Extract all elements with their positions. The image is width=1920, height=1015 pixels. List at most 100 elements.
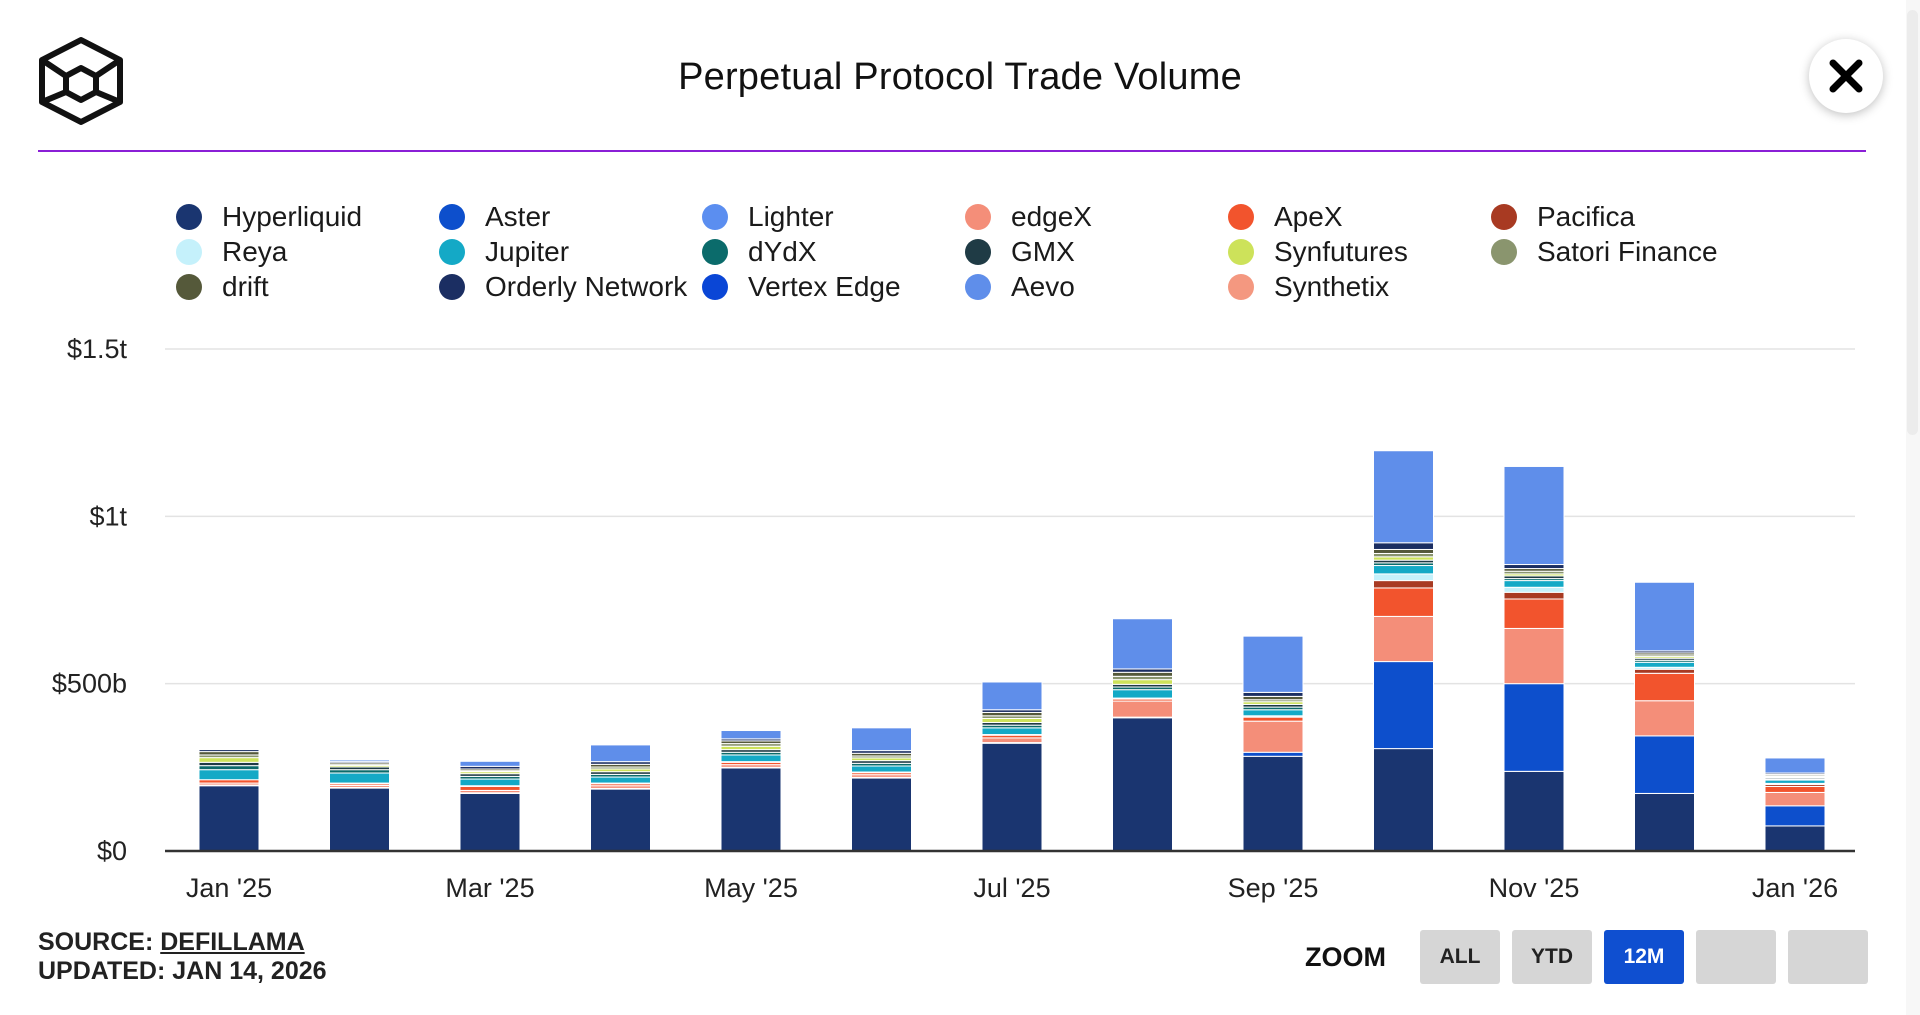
zoom-12m-button[interactable]: 12M	[1604, 930, 1684, 984]
bar-stack-6[interactable]	[981, 681, 1043, 852]
bar-segment-edgex[interactable]	[1373, 615, 1434, 663]
bar-segment-gmx[interactable]	[198, 761, 260, 767]
bar-segment-synfutures[interactable]	[720, 745, 782, 751]
bar-segment-hyperliquid[interactable]	[329, 787, 390, 852]
bar-segment-edgex[interactable]	[1242, 720, 1304, 753]
bar-segment-aevo[interactable]	[851, 727, 912, 752]
legend-item-vertex-edge[interactable]: Vertex Edge	[702, 271, 901, 302]
bar-segment-hyperliquid[interactable]	[720, 767, 782, 852]
bar-segment-jupiter[interactable]	[851, 765, 912, 773]
bar-segment-aevo[interactable]	[1503, 465, 1565, 566]
bar-segment-edgex[interactable]	[1764, 791, 1826, 807]
legend-item-lighter[interactable]: Lighter	[702, 201, 834, 232]
bar-stack-2[interactable]	[459, 760, 521, 852]
bar-segment-hyperliquid[interactable]	[981, 742, 1043, 852]
legend-item-jupiter[interactable]: Jupiter	[439, 236, 569, 267]
legend-item-drift[interactable]: drift	[176, 271, 269, 302]
legend-item-synthetix[interactable]: Synthetix	[1228, 271, 1389, 302]
bar-segment-aevo[interactable]	[720, 730, 782, 740]
bar-segment-orderly-network[interactable]	[1242, 691, 1304, 697]
bar-segment-jupiter[interactable]	[1764, 779, 1826, 784]
bar-segment-satori-finance[interactable]	[1373, 552, 1434, 558]
bar-segment-edgex[interactable]	[1634, 700, 1695, 737]
bar-segment-aevo[interactable]	[1764, 757, 1826, 774]
bar-segment-edgex[interactable]	[1112, 700, 1173, 718]
bar-segment-jupiter[interactable]	[329, 772, 390, 784]
legend-item-aevo[interactable]: Aevo	[965, 271, 1075, 302]
legend-item-gmx[interactable]: GMX	[965, 236, 1075, 267]
bar-segment-dydx[interactable]	[198, 765, 260, 771]
bar-segment-orderly-network[interactable]	[1503, 564, 1565, 570]
bar-segment-hyperliquid[interactable]	[851, 777, 912, 852]
legend-item-satori-finance[interactable]: Satori Finance	[1491, 236, 1718, 267]
bar-stack-5[interactable]	[851, 727, 912, 852]
bar-segment-orderly-network[interactable]	[1112, 668, 1173, 673]
scrollbar-thumb[interactable]	[1907, 10, 1918, 435]
bar-segment-satori-finance[interactable]	[1112, 675, 1173, 681]
bar-segment-jupiter[interactable]	[720, 754, 782, 763]
bar-segment-aevo[interactable]	[329, 759, 390, 763]
bar-segment-apex[interactable]	[1634, 672, 1695, 702]
bar-segment-aevo[interactable]	[1634, 581, 1695, 652]
bar-segment-synfutures[interactable]	[1373, 556, 1434, 561]
source-link[interactable]: DEFILLAMA	[160, 928, 305, 956]
bar-segment-hyperliquid[interactable]	[1373, 748, 1434, 852]
bar-segment-aster[interactable]	[1242, 751, 1304, 757]
bar-stack-3[interactable]	[590, 744, 651, 852]
bar-segment-apex[interactable]	[1242, 716, 1304, 722]
bar-segment-aevo[interactable]	[459, 760, 521, 767]
bar-segment-jupiter[interactable]	[981, 727, 1043, 736]
legend-item-pacifica[interactable]: Pacifica	[1491, 201, 1635, 232]
bar-segment-jupiter[interactable]	[459, 778, 521, 787]
legend-item-dydx[interactable]: dYdX	[702, 236, 817, 267]
bar-stack-10[interactable]	[1503, 465, 1565, 852]
bar-stack-11[interactable]	[1634, 581, 1695, 852]
bar-segment-orderly-network[interactable]	[198, 749, 260, 753]
bar-stack-7[interactable]	[1112, 618, 1173, 852]
bar-segment-aevo[interactable]	[1112, 618, 1173, 670]
bar-segment-jupiter[interactable]	[1503, 580, 1565, 588]
bar-segment-aevo[interactable]	[1242, 635, 1304, 693]
bar-segment-hyperliquid[interactable]	[1503, 770, 1565, 852]
bar-segment-hyperliquid[interactable]	[459, 792, 521, 852]
bar-segment-hyperliquid[interactable]	[1764, 825, 1826, 852]
legend-item-synfutures[interactable]: Synfutures	[1228, 236, 1408, 267]
bar-segment-drift[interactable]	[1373, 548, 1434, 554]
bar-segment-edgex[interactable]	[1503, 627, 1565, 685]
bar-segment-dydx[interactable]	[329, 769, 390, 774]
bar-segment-pacifica[interactable]	[1634, 668, 1695, 674]
close-button[interactable]	[1809, 39, 1883, 113]
bar-stack-12[interactable]	[1764, 757, 1826, 852]
bar-stack-0[interactable]	[198, 749, 260, 852]
bar-segment-apex[interactable]	[1764, 785, 1826, 793]
legend-item-reya[interactable]: Reya	[176, 236, 287, 267]
zoom-all-button[interactable]: ALL	[1420, 930, 1500, 984]
bar-segment-synfutures[interactable]	[198, 757, 260, 763]
bar-segment-jupiter[interactable]	[590, 776, 651, 784]
bar-segment-jupiter[interactable]	[1634, 661, 1695, 668]
bar-segment-hyperliquid[interactable]	[1112, 717, 1173, 852]
bar-segment-jupiter[interactable]	[1242, 709, 1304, 717]
zoom-extra-button-2[interactable]	[1788, 930, 1868, 984]
bar-stack-8[interactable]	[1242, 635, 1304, 852]
bar-segment-hyperliquid[interactable]	[1634, 792, 1695, 852]
bar-segment-aster[interactable]	[1764, 805, 1826, 827]
bar-segment-drift[interactable]	[198, 751, 260, 756]
bar-segment-jupiter[interactable]	[1373, 565, 1434, 575]
bar-segment-aster[interactable]	[1634, 735, 1695, 794]
bar-segment-apex[interactable]	[198, 779, 260, 784]
bar-segment-jupiter[interactable]	[198, 769, 260, 781]
bar-segment-hyperliquid[interactable]	[1242, 755, 1304, 852]
bar-segment-apex[interactable]	[1503, 598, 1565, 629]
bar-segment-aster[interactable]	[1373, 661, 1434, 750]
bar-segment-reya[interactable]	[1503, 586, 1565, 593]
legend-item-orderly-network[interactable]: Orderly Network	[439, 271, 687, 302]
bar-segment-jupiter[interactable]	[1112, 689, 1173, 699]
legend-item-edgex[interactable]: edgeX	[965, 201, 1092, 232]
bar-segment-pacifica[interactable]	[1503, 591, 1565, 600]
legend-item-hyperliquid[interactable]: Hyperliquid	[176, 201, 362, 232]
bar-segment-pacifica[interactable]	[1373, 580, 1434, 589]
bar-segment-apex[interactable]	[459, 785, 521, 791]
bar-stack-4[interactable]	[720, 730, 782, 852]
bar-segment-aevo[interactable]	[1373, 450, 1434, 544]
